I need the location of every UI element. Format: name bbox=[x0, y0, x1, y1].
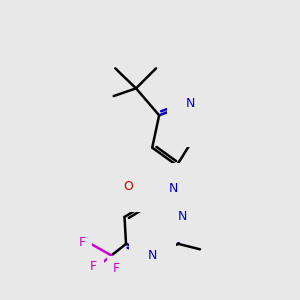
Text: O: O bbox=[199, 116, 209, 129]
Text: N: N bbox=[185, 97, 195, 110]
Text: N: N bbox=[168, 182, 178, 195]
Text: H: H bbox=[182, 186, 191, 199]
Text: F: F bbox=[113, 262, 120, 275]
Text: F: F bbox=[90, 260, 97, 273]
Text: O: O bbox=[123, 180, 133, 194]
Text: N: N bbox=[178, 211, 187, 224]
Text: N: N bbox=[148, 249, 157, 262]
Text: F: F bbox=[79, 236, 86, 249]
